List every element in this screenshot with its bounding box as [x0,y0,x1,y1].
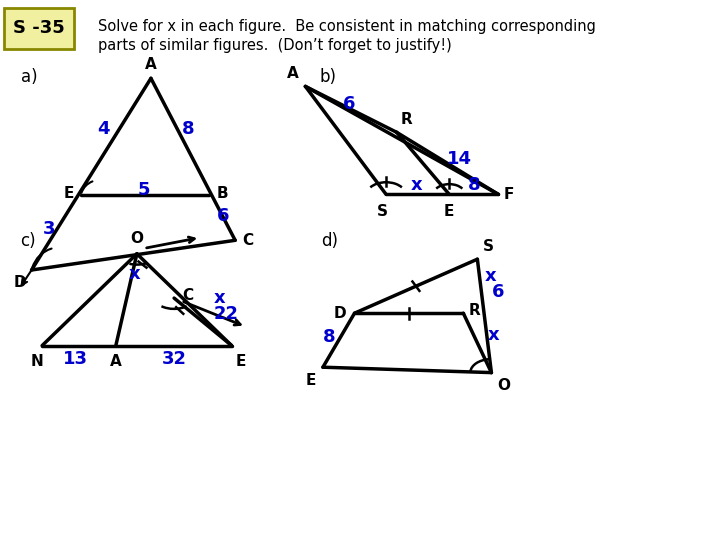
Text: F: F [504,187,514,202]
Text: d): d) [322,232,338,250]
FancyBboxPatch shape [4,8,73,49]
Text: N: N [30,354,43,369]
Text: C: C [183,288,194,303]
Text: O: O [497,378,510,393]
Text: 22: 22 [214,305,239,323]
Text: x: x [129,265,140,284]
Text: Solve for x in each figure.  Be consistent in matching corresponding: Solve for x in each figure. Be consisten… [99,19,596,34]
Text: E: E [63,186,73,201]
Text: 8: 8 [468,176,481,194]
Text: B: B [216,186,228,201]
Text: 32: 32 [161,350,186,368]
Text: D: D [333,306,346,321]
Text: 14: 14 [447,150,472,168]
Text: E: E [444,204,454,219]
Text: x: x [488,326,500,344]
Text: A: A [287,66,298,81]
Text: a): a) [21,68,37,85]
Text: x: x [410,176,422,194]
Text: E: E [305,373,316,388]
Text: b): b) [320,68,336,85]
Text: A: A [110,354,122,369]
Text: D: D [14,275,26,291]
Text: E: E [235,354,246,369]
Text: 8: 8 [182,119,194,138]
Text: C: C [242,233,253,248]
Text: parts of similar figures.  (Don’t forget to justify!): parts of similar figures. (Don’t forget … [99,38,452,53]
Text: O: O [130,231,143,246]
Text: 13: 13 [63,350,89,368]
Text: 4: 4 [98,119,110,138]
Text: A: A [145,57,157,72]
Text: c): c) [19,232,35,250]
Text: x: x [485,267,496,286]
Text: 6: 6 [217,207,230,225]
Text: R: R [469,303,481,318]
Text: 6: 6 [343,94,355,113]
Text: S -35: S -35 [13,19,65,37]
Text: x: x [214,289,226,307]
Text: 8: 8 [323,328,336,347]
Text: S: S [483,239,494,254]
Text: 6: 6 [492,282,504,301]
Text: 5: 5 [138,181,150,199]
Text: 3: 3 [43,220,55,239]
Text: R: R [400,112,412,127]
Text: S: S [377,204,388,219]
